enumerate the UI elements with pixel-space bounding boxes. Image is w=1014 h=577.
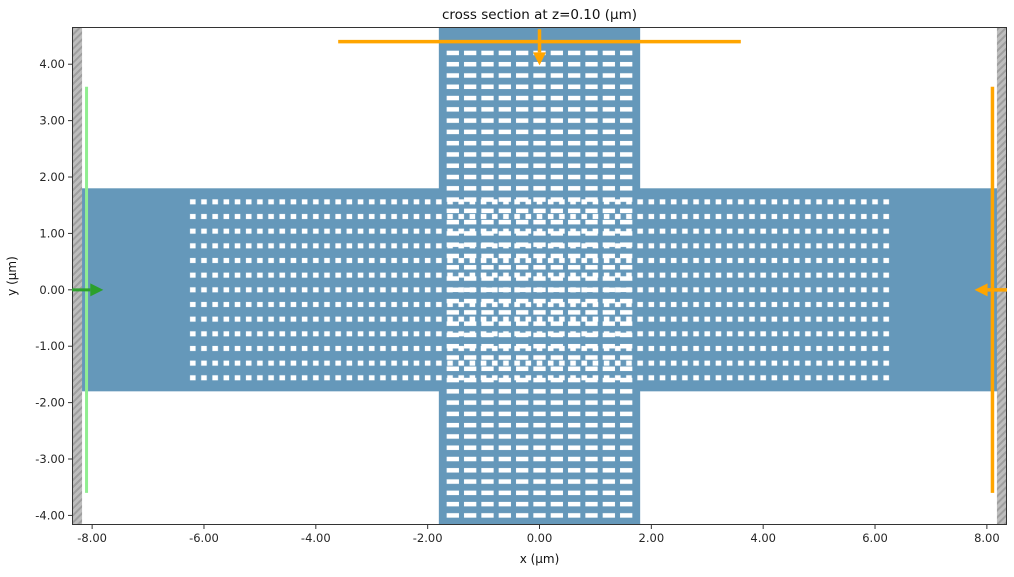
monitor-right-arrow-head [974, 283, 988, 297]
plot-content [72, 27, 1007, 525]
y-tick-label: -1.00 [35, 339, 65, 353]
plot-title: cross section at z=0.10 (μm) [441, 7, 638, 23]
x-tick-label: -8.00 [77, 531, 107, 545]
source-arrow-head [90, 283, 104, 297]
y-tick-label: 4.00 [39, 57, 65, 71]
swg-gaps-vertical-arm [446, 50, 633, 519]
monitor-top-arrow-head [533, 52, 546, 66]
y-tick-label: 2.00 [39, 170, 65, 184]
y-tick-label: -4.00 [35, 508, 65, 522]
x-tick-label: 6.00 [862, 531, 888, 545]
pml-right [996, 27, 1007, 525]
pml-left [72, 27, 83, 525]
x-tick-label: 8.00 [974, 531, 1000, 545]
x-tick-label: -6.00 [189, 531, 219, 545]
x-axis-label: x (μm) [519, 552, 560, 566]
y-tick-label: -2.00 [35, 396, 65, 410]
y-tick-label: 3.00 [39, 114, 65, 128]
y-tick-label: 0.00 [39, 283, 65, 297]
plot-frame [72, 27, 1007, 525]
x-tick-label: -2.00 [413, 531, 443, 545]
x-tick-label: 0.00 [527, 531, 553, 545]
x-tick-label: -4.00 [301, 531, 331, 545]
x-tick-label: 4.00 [750, 531, 776, 545]
y-tick-label: -3.00 [35, 452, 65, 466]
y-tick-label: 1.00 [39, 226, 65, 240]
x-tick-label: 2.00 [639, 531, 665, 545]
